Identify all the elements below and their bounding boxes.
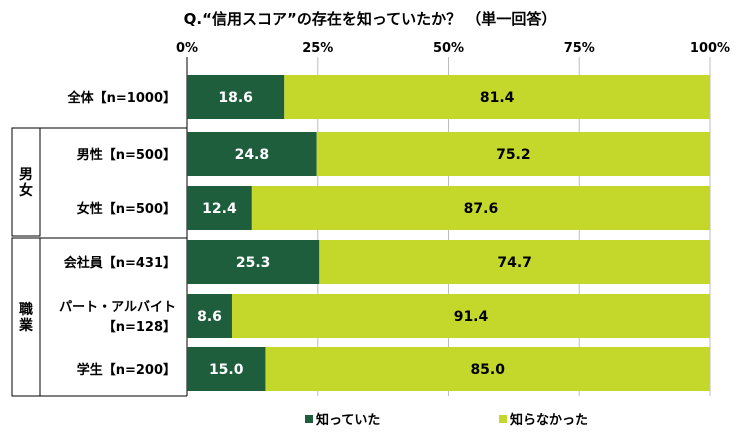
category-label: 会社員【n=431】	[64, 255, 176, 271]
group-label-char: 業	[18, 317, 34, 334]
x-tick-label: 75%	[564, 41, 595, 56]
group-label-char: 職	[19, 301, 33, 318]
x-tick-label: 100%	[690, 41, 730, 56]
data-label: 12.4	[202, 201, 237, 217]
bar-segment	[187, 347, 266, 391]
category-label: 全体【n=1000】	[67, 90, 176, 106]
bar-segment	[187, 186, 252, 230]
x-tick-label: 50%	[433, 41, 464, 56]
x-tick-label: 25%	[302, 41, 333, 56]
bar-segment	[187, 132, 317, 176]
legend-label: 知らなかった	[510, 412, 588, 428]
category-label: 男性【n=500】	[77, 147, 176, 163]
bar-segment	[284, 75, 710, 119]
bar-segment	[319, 240, 710, 284]
category-label: 女性【n=500】	[77, 201, 176, 217]
data-label: 85.0	[470, 362, 505, 378]
data-label: 24.8	[235, 147, 270, 163]
group-box	[11, 127, 41, 237]
data-label: 18.6	[218, 90, 253, 106]
data-label: 25.3	[236, 255, 271, 271]
data-label: 15.0	[209, 362, 244, 378]
bar-segment	[187, 75, 285, 119]
data-label: 81.4	[480, 90, 515, 106]
x-tick-label: 0%	[176, 41, 198, 56]
category-label: 学生【n=200】	[77, 362, 176, 378]
group-label-char: 男	[19, 167, 33, 183]
data-label: 74.7	[497, 255, 532, 271]
bar-segment	[187, 240, 320, 284]
data-label: 75.2	[496, 147, 531, 163]
bars: 18.6 81.4 24.8 75.2 12.4 87.6 25.3 74.7 8.6 91.4 1…	[187, 75, 711, 391]
bar-segment	[187, 294, 232, 338]
category-label: パート・アルバイト	[59, 300, 176, 315]
row-labels: 全体【n=1000】男性【n=500】女性【n=500】会社員【n=431】パー…	[59, 90, 176, 378]
group-label-char: 女	[19, 182, 33, 199]
bar-segment	[316, 132, 710, 176]
bar-segment	[231, 294, 710, 338]
category-label: 【n=128】	[103, 319, 176, 335]
legend-swatch	[305, 415, 313, 423]
bar-segment	[251, 186, 711, 230]
data-label: 87.6	[464, 201, 499, 217]
legend-label: 知っていた	[316, 412, 380, 428]
x-axis-ticks: 0% 25% 50% 75% 100%	[176, 41, 730, 56]
bar-segment	[265, 347, 710, 391]
legend: 知っていた 知らなかった	[305, 412, 588, 428]
data-label: 8.6	[197, 309, 222, 325]
data-label: 91.4	[454, 309, 489, 325]
legend-swatch	[499, 415, 507, 423]
chart-title: Q.“信用スコア”の存在を知っていたか？ （単一回答）	[184, 10, 557, 28]
